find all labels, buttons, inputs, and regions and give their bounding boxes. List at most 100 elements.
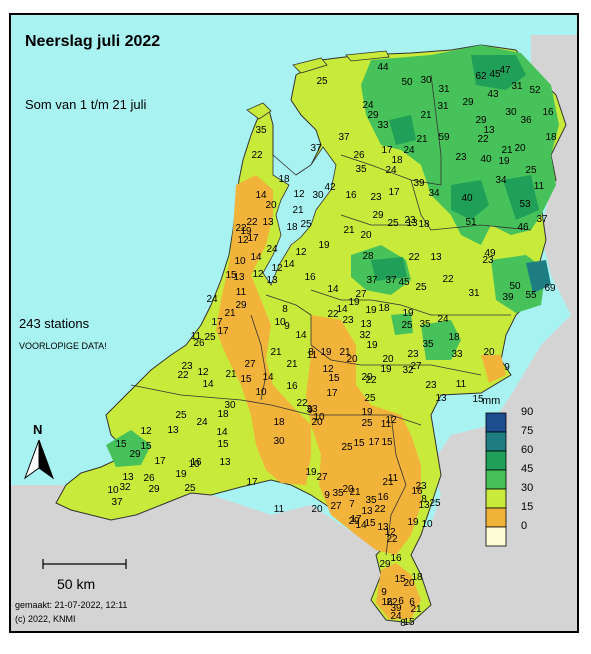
legend-swatch [485, 507, 507, 528]
station-value: 18 [391, 155, 403, 166]
station-value: 23 [415, 481, 427, 492]
station-value: 23 [342, 315, 354, 326]
station-value: 29 [379, 559, 391, 570]
station-value: 21 [382, 477, 394, 488]
station-value: 13 [377, 522, 389, 533]
station-value: 10 [421, 519, 433, 530]
station-value: 29 [367, 110, 379, 121]
scale-label: 50 km [57, 576, 96, 592]
station-value: 35 [255, 125, 267, 136]
station-value: 20 [265, 200, 277, 211]
station-value: 27 [330, 501, 342, 512]
station-value: 8 [421, 494, 427, 505]
station-value: 16 [190, 457, 202, 468]
station-value: 39 [413, 178, 425, 189]
station-value: 10 [234, 256, 246, 267]
station-value: 18 [545, 132, 557, 143]
station-value: 16 [390, 553, 402, 564]
station-value: 20 [514, 143, 526, 154]
station-value: 25 [316, 76, 328, 87]
station-value: 18 [378, 303, 390, 314]
station-value: 53 [519, 199, 531, 210]
station-value: 59 [438, 132, 450, 143]
station-value: 11 [191, 331, 202, 342]
zone-45-60 [471, 55, 526, 90]
station-value: 15 [217, 439, 229, 450]
station-value: 25 [401, 320, 413, 331]
station-value: 45 [489, 69, 501, 80]
station-value: 11 [388, 473, 399, 484]
station-value: 15 [328, 373, 340, 384]
station-value: 25 [525, 165, 537, 176]
station-value: 25 [361, 418, 373, 429]
station-value: 52 [529, 85, 541, 96]
station-value: 18 [448, 332, 460, 343]
station-value: 19 [240, 226, 252, 237]
station-value: 27 [355, 289, 367, 300]
station-value: 17 [211, 317, 223, 328]
station-value: 18 [278, 174, 290, 185]
station-value: 20 [382, 354, 394, 365]
station-value: 31 [438, 84, 450, 95]
station-value: 13 [435, 393, 447, 404]
station-value: 40 [480, 154, 492, 165]
station-value: 12 [252, 269, 264, 280]
station-value: 14 [250, 252, 262, 263]
station-value: 13 [266, 275, 278, 286]
legend-tick: 45 [521, 463, 534, 475]
station-value: 22 [442, 274, 454, 285]
station-value: 15 [240, 374, 252, 385]
station-value: 35 [332, 488, 344, 499]
station-value: 16 [411, 486, 423, 497]
station-value: 25 [300, 219, 312, 230]
station-value: 17 [388, 187, 400, 198]
station-value: 22 [386, 534, 398, 545]
zone-0-15 [481, 355, 506, 383]
station-value: 20 [483, 347, 495, 358]
station-value: 30 [224, 400, 236, 411]
zone-30-45 [421, 320, 461, 360]
station-value: 31 [511, 81, 523, 92]
station-value: 28 [362, 251, 374, 262]
station-value: 37 [385, 275, 397, 286]
station-value: 13 [418, 500, 430, 511]
stations-count: 243 stations [19, 316, 90, 331]
station-value: 32 [119, 482, 131, 493]
station-value: 46 [517, 222, 529, 233]
station-value: 43 [487, 89, 499, 100]
station-value: 12 [293, 189, 305, 200]
station-value: 19 [380, 364, 392, 375]
station-value: 51 [465, 217, 477, 228]
station-value: 16 [381, 597, 393, 608]
station-value: 22 [408, 252, 420, 263]
station-value: 13 [406, 218, 418, 229]
station-value: 17 [326, 388, 338, 399]
station-value: 12 [271, 263, 283, 274]
station-value: 33 [451, 349, 463, 360]
station-value: 25 [415, 282, 427, 293]
station-value: 13 [122, 472, 134, 483]
station-value: 14 [216, 427, 228, 438]
station-value: 19 [407, 517, 419, 528]
station-value: 17 [154, 456, 166, 467]
station-value: 21 [420, 110, 432, 121]
station-value: 13 [167, 425, 179, 436]
station-value: 21 [343, 225, 355, 236]
station-value: 10 [255, 387, 267, 398]
station-value: 21 [286, 359, 298, 370]
station-value: 17 [246, 477, 258, 488]
station-value: 25 [429, 498, 441, 509]
scale-bar [42, 559, 127, 569]
station-value: 16 [377, 492, 389, 503]
station-value: 20 [346, 354, 358, 365]
station-value: 30 [273, 436, 285, 447]
station-value: 26 [193, 338, 205, 349]
station-value: 30 [505, 107, 517, 118]
station-value: 22 [296, 398, 308, 409]
copyright: (c) 2022, KNMI [15, 614, 76, 624]
station-value: 13 [430, 252, 442, 263]
station-value: 49 [484, 248, 496, 259]
station-value: 35 [422, 339, 434, 350]
legend-tick: 75 [521, 425, 534, 437]
zone-30-45 [391, 313, 413, 335]
